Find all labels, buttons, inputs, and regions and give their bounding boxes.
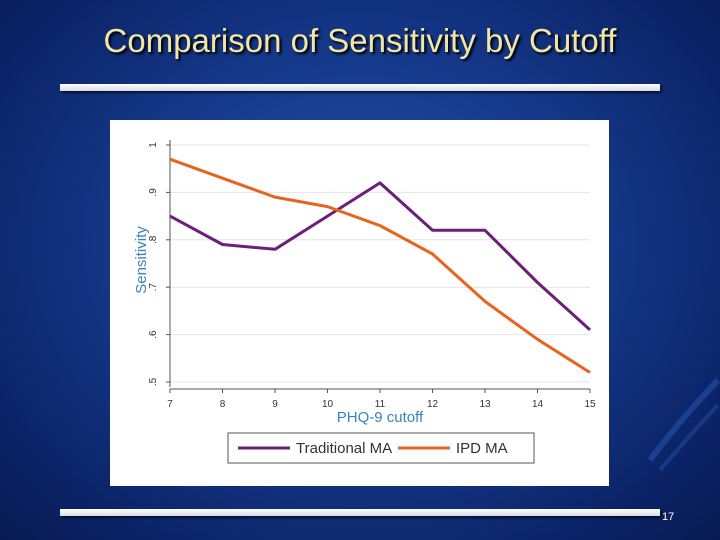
axis-layer: .5 .6 .7 .8 .9 1 7 8 9 10 11 12 13 14 15 — [148, 140, 596, 410]
legend: Traditional MA IPD MA — [227, 432, 535, 464]
legend-label-0: Traditional MA — [296, 440, 392, 457]
x-tick-label: 9 — [272, 399, 278, 410]
y-tick-label: .7 — [148, 283, 159, 292]
x-tick-label: 10 — [322, 399, 334, 410]
x-tick-label: 12 — [427, 399, 439, 410]
footer-divider — [60, 509, 660, 516]
y-axis-label: Sensitivity — [133, 226, 150, 294]
grid-layer — [170, 144, 590, 383]
chart-card: .5.6.7.8.9 1 7 8 9 10 11 12 13 14 15 PHQ-9 cutoff … — [110, 120, 609, 486]
series-line-1 — [169, 157, 591, 374]
y-tick-label: .6 — [148, 330, 159, 339]
x-tick-label: 8 — [220, 399, 226, 410]
title-divider — [60, 84, 660, 91]
series-line-0 — [169, 181, 592, 332]
y-tick-label: 1 — [148, 142, 159, 148]
slide-title: Comparison of Sensitivity by Cutoff — [103, 22, 617, 59]
series-layer — [169, 157, 592, 374]
decorative-swoosh — [647, 377, 720, 472]
x-tick-label: 11 — [375, 399, 386, 410]
legend-label-1: IPD MA — [456, 440, 508, 457]
x-tick-label: 13 — [479, 399, 491, 410]
x-tick-label: 14 — [532, 399, 544, 410]
sensitivity-chart: .5.6.7.8.917 8 9 10 11 12 13 14 15 PHQ-9 cutoff … — [133, 140, 596, 464]
x-tick-label: 7 — [167, 399, 173, 410]
y-tick-label: .5 — [148, 377, 159, 386]
y-tick-label: .9 — [148, 188, 159, 197]
x-tick-label: 15 — [584, 399, 596, 410]
y-tick-label: .8 — [148, 235, 159, 244]
x-axis-label: PHQ-9 cutoff — [337, 409, 424, 426]
slide-number: 17 — [662, 511, 675, 523]
